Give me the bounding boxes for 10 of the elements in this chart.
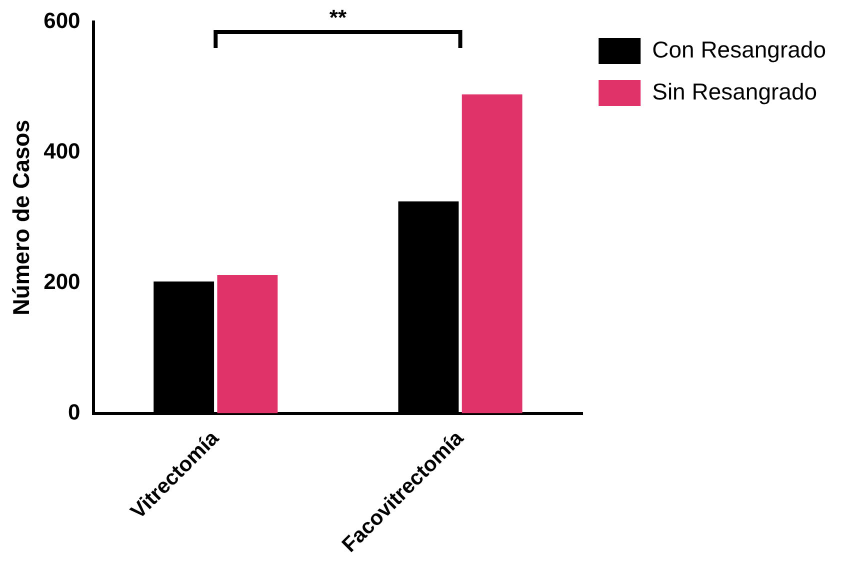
- y-axis-title: Número de Casos: [8, 120, 34, 316]
- legend-label: Con Resangrado: [652, 36, 826, 62]
- y-tick-label: 600: [44, 8, 80, 34]
- y-tick-label: 0: [68, 399, 80, 424]
- y-tick-label: 200: [44, 268, 80, 294]
- bar: [217, 275, 278, 414]
- legend-label: Sin Resangrado: [652, 78, 818, 104]
- bar: [462, 94, 522, 414]
- annotation: **: [329, 5, 347, 30]
- y-tick-label: 400: [44, 138, 80, 164]
